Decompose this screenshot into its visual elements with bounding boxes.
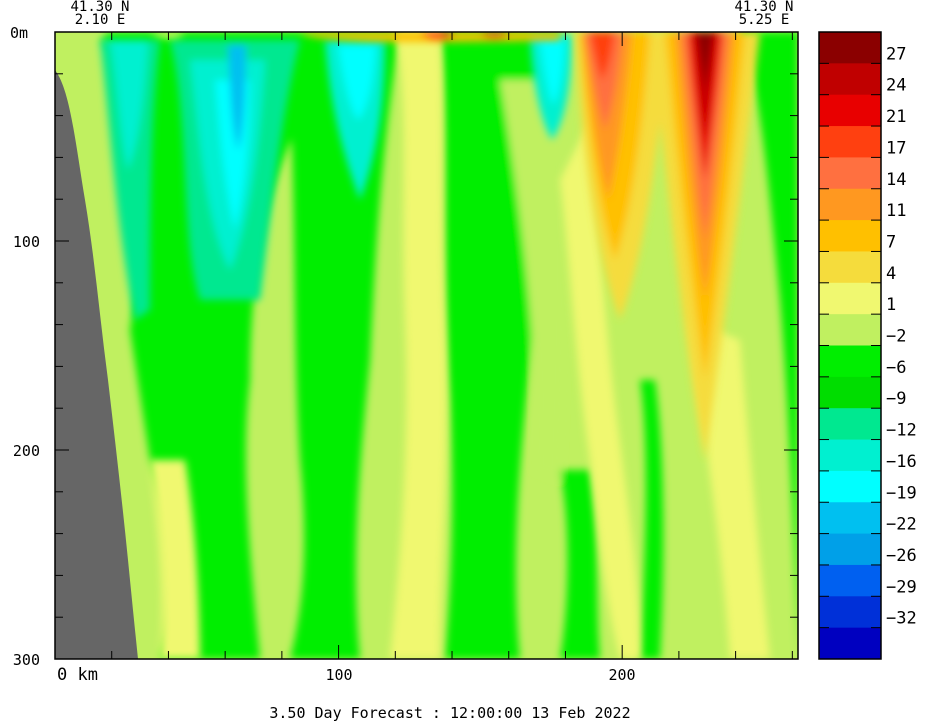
y-axis-ticks bbox=[55, 31, 798, 660]
colorbar-label: −12 bbox=[886, 421, 917, 441]
colorbar-swatch bbox=[819, 533, 881, 566]
colorbar-swatch bbox=[819, 345, 881, 378]
colorbar-label: −19 bbox=[886, 483, 917, 503]
colorbar-swatch bbox=[819, 408, 881, 441]
colorbar-label: 7 bbox=[886, 232, 896, 252]
velocity-field bbox=[55, 32, 798, 659]
colorbar-swatch bbox=[819, 126, 881, 158]
colorbar-label: −26 bbox=[886, 546, 917, 566]
colorbar-label: 1 bbox=[886, 295, 896, 315]
colorbar-swatch bbox=[819, 314, 881, 346]
colorbar-swatch bbox=[819, 32, 881, 64]
colorbar-label: 27 bbox=[886, 44, 906, 64]
colorbar-swatch bbox=[819, 376, 881, 409]
colorbar-swatch bbox=[819, 596, 881, 629]
colorbar-swatch bbox=[819, 470, 881, 503]
x-tick-label: 0 km bbox=[57, 665, 98, 685]
colorbar-label: 17 bbox=[886, 138, 906, 158]
corner-right-lat: 41.30 N bbox=[734, 0, 793, 15]
forecast-caption: 3.50 Day Forecast : 12:00:00 13 Feb 2022 bbox=[269, 704, 630, 721]
colorbar-label: −9 bbox=[886, 389, 906, 409]
y-tick-label: 300 bbox=[13, 651, 40, 669]
colorbar-swatch bbox=[819, 63, 881, 96]
y-tick-label: 100 bbox=[13, 233, 40, 251]
colorbar: 27 24 21 17 14 11 7 4 1 −2 −6 −9 −12 −16 −19 −22 −26 −29 −… bbox=[818, 31, 917, 660]
colorbar-swatch bbox=[819, 188, 881, 221]
corner-left-lat: 41.30 N bbox=[70, 0, 129, 15]
land-mask bbox=[55, 70, 138, 659]
colorbar-label: −2 bbox=[886, 327, 906, 347]
colorbar-label: −32 bbox=[886, 609, 917, 629]
corner-left-lon: 2.10 E bbox=[75, 12, 126, 28]
plot-frame bbox=[54, 31, 799, 660]
colorbar-swatch bbox=[819, 439, 881, 472]
x-tick-label: 100 bbox=[325, 666, 352, 684]
colorbar-label: 11 bbox=[886, 201, 906, 221]
x-tick-label: 200 bbox=[608, 666, 635, 684]
colorbar-label: 14 bbox=[886, 170, 906, 190]
colorbar-swatch bbox=[819, 502, 881, 535]
colorbar-swatch bbox=[819, 282, 881, 315]
colorbar-label: −16 bbox=[886, 452, 917, 472]
colorbar-label: −22 bbox=[886, 515, 917, 535]
colorbar-swatch bbox=[819, 157, 881, 190]
x-axis-ticks bbox=[54, 32, 793, 659]
colorbar-swatch bbox=[819, 94, 881, 127]
colorbar-label: −29 bbox=[886, 577, 917, 597]
y-tick-label: 200 bbox=[13, 442, 40, 460]
colorbar-swatch bbox=[819, 220, 881, 252]
colorbar-swatch bbox=[819, 564, 881, 597]
y-tick-label: 0m bbox=[10, 24, 28, 42]
colorbar-swatch bbox=[819, 251, 881, 284]
colorbar-label: 24 bbox=[886, 76, 906, 96]
colorbar-label: −6 bbox=[886, 358, 906, 378]
colorbar-swatch bbox=[819, 627, 881, 660]
colorbar-label: 4 bbox=[886, 264, 896, 284]
colorbar-label: 21 bbox=[886, 107, 906, 127]
corner-right-lon: 5.25 E bbox=[739, 12, 790, 28]
